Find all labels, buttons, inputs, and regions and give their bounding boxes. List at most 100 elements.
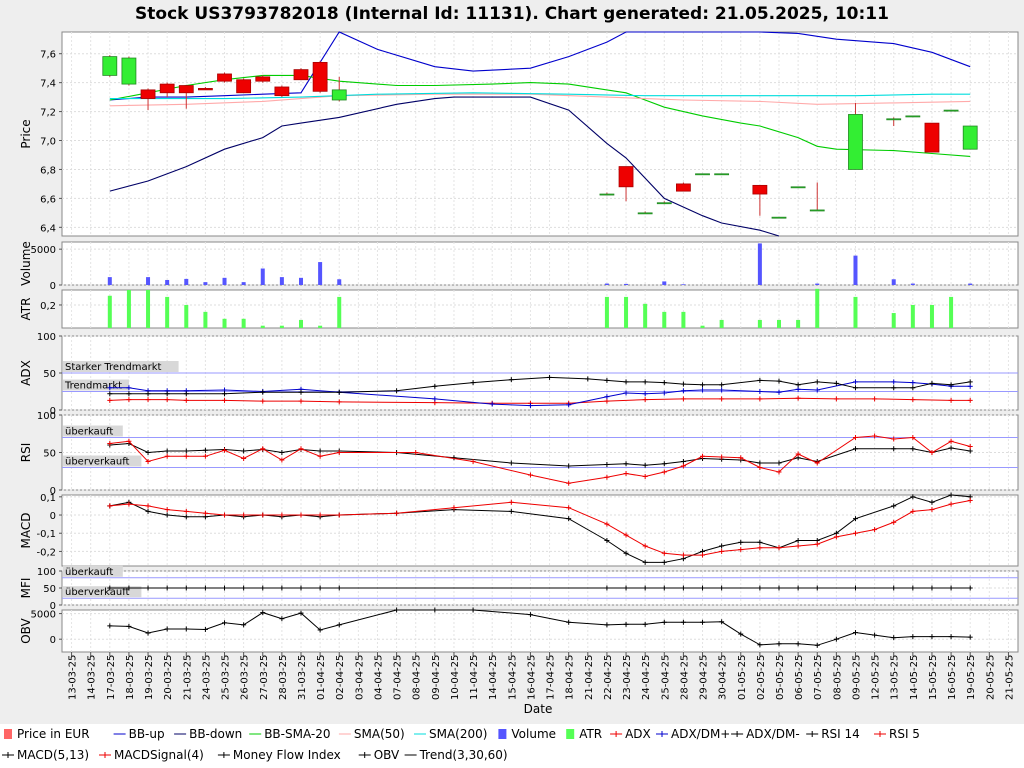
macd-tick-label: 0,1 bbox=[40, 493, 56, 504]
legend: Price in EUR BB-up BB-down BB-SMA-20 SMA(50)… bbox=[0, 724, 1024, 768]
macd-y-axis-label: MACD bbox=[19, 513, 33, 549]
adx-line bbox=[109, 397, 971, 404]
x-tick-label: 18-04-25 bbox=[565, 655, 576, 700]
x-tick-label: 18-03-25 bbox=[125, 655, 136, 700]
x-tick-label: 17-04-25 bbox=[546, 655, 557, 700]
legend-label: Trend(3,30,60) bbox=[419, 748, 508, 762]
price-tick-label: 6,6 bbox=[40, 194, 56, 205]
x-tick-label: 07-05-25 bbox=[813, 655, 824, 700]
candle-body bbox=[121, 57, 137, 85]
candle-body bbox=[236, 79, 252, 94]
x-tick-label: 19-03-25 bbox=[144, 655, 155, 700]
sma-200--line bbox=[109, 92, 971, 100]
volume-bar bbox=[662, 281, 667, 285]
mfi-reference-label: überkauft bbox=[65, 567, 113, 578]
volume-bar bbox=[165, 279, 170, 285]
atr-bar bbox=[796, 319, 801, 328]
legend-label: ATR bbox=[579, 727, 602, 741]
x-tick-label: 23-04-25 bbox=[622, 655, 633, 700]
legend-item: ADX/DM+ bbox=[656, 727, 730, 741]
x-tick-label: 09-05-25 bbox=[851, 655, 862, 700]
volume-bar bbox=[203, 282, 208, 285]
price-y-axis-label: Price bbox=[19, 119, 33, 148]
x-tick-label: 05-05-25 bbox=[775, 655, 786, 700]
rsi-tick-label: 0 bbox=[50, 486, 56, 497]
candle-body bbox=[293, 69, 309, 81]
candle-body bbox=[886, 118, 902, 121]
bb-down-line bbox=[109, 96, 780, 237]
x-axis-label: Date bbox=[524, 702, 553, 716]
adx-reference-label: Trendmarkt bbox=[64, 381, 122, 392]
adx-panel: 0 50 100 ADX Starker Trendmarkt Trendmarkt bbox=[19, 332, 1019, 417]
legend-label: RSI 5 bbox=[889, 727, 920, 741]
price-tick-label: 7,2 bbox=[40, 108, 56, 119]
atr-bar bbox=[299, 319, 303, 328]
x-tick-label: 02-04-25 bbox=[335, 655, 346, 700]
legend-item: ATR bbox=[566, 727, 602, 741]
atr-bar bbox=[700, 325, 705, 328]
adx-reference-label: Starker Trendmarkt bbox=[65, 362, 162, 373]
x-tick-label: 28-04-25 bbox=[679, 655, 690, 700]
x-tick-label: 21-03-25 bbox=[182, 655, 193, 700]
mfi-reference-label: überverkauft bbox=[65, 587, 130, 598]
macd-panel: -0,2 -0,1 0 0,1 MACD bbox=[19, 492, 1019, 567]
x-tick-label: 14-04-25 bbox=[488, 655, 499, 700]
legend-item: BB-up bbox=[113, 727, 165, 741]
rsi-5-line bbox=[109, 435, 971, 484]
atr-bar bbox=[241, 318, 246, 328]
candle-body bbox=[274, 86, 290, 97]
candle-body bbox=[255, 76, 271, 82]
volume-bar bbox=[891, 279, 896, 285]
x-tick-label: 20-05-25 bbox=[985, 655, 996, 700]
rsi-reference-label: überkauft bbox=[65, 427, 113, 438]
legend-label: ADX/DM+ bbox=[671, 727, 730, 741]
price-tick-label: 7,6 bbox=[40, 50, 56, 61]
volume-bar bbox=[853, 255, 858, 285]
mfi-tick-label: 0 bbox=[50, 601, 56, 612]
volume-bar bbox=[279, 277, 284, 285]
legend-label: BB-down bbox=[189, 727, 242, 741]
legend-label: RSI 14 bbox=[821, 727, 860, 741]
x-tick-label: 01-04-25 bbox=[316, 655, 327, 700]
legend-background bbox=[0, 724, 1024, 768]
x-tick-label: 01-05-25 bbox=[737, 655, 748, 700]
candle-body bbox=[848, 114, 863, 170]
adx-dm--line bbox=[109, 381, 971, 407]
atr-bar bbox=[337, 296, 342, 328]
volume-bar bbox=[146, 277, 151, 285]
x-tick-label: 28-03-25 bbox=[278, 655, 289, 700]
candle-body bbox=[599, 193, 615, 196]
volume-tick-label: 5000 bbox=[31, 245, 56, 256]
candle-body bbox=[312, 61, 328, 92]
candle-body bbox=[656, 202, 672, 205]
x-tick-label: 09-04-25 bbox=[431, 655, 442, 700]
candle-body bbox=[752, 184, 768, 195]
adx-tick-label: 0 bbox=[50, 406, 56, 417]
atr-bar bbox=[107, 295, 112, 328]
legend-item: Money Flow Index bbox=[217, 748, 341, 762]
x-tick-label: 17-03-25 bbox=[106, 655, 117, 700]
x-tick-label: 10-04-25 bbox=[450, 655, 461, 700]
atr-bar bbox=[222, 318, 227, 328]
rsi-reference-label-bg bbox=[63, 455, 142, 467]
x-tick-label: 30-04-25 bbox=[718, 655, 729, 700]
volume-bar bbox=[815, 283, 820, 285]
price-panel: 6,4 6,6 6,8 7,0 7,2 7,4 7,6 Price bbox=[19, 31, 1019, 237]
macd-plot-area bbox=[61, 494, 1019, 567]
atr-tick-label: 0,2 bbox=[40, 301, 56, 312]
x-tick-label: 13-05-25 bbox=[890, 655, 901, 700]
macd-tick-label: 0 bbox=[50, 511, 56, 522]
volume-bar bbox=[107, 277, 112, 285]
volume-bar bbox=[241, 282, 246, 285]
x-tick-label: 29-04-25 bbox=[699, 655, 710, 700]
legend-label: ADX/DM- bbox=[746, 727, 800, 741]
atr-bar bbox=[146, 290, 151, 328]
legend-label: SMA(50) bbox=[354, 727, 405, 741]
candle-body bbox=[178, 85, 194, 94]
atr-plot-area bbox=[61, 289, 1019, 329]
atr-bar bbox=[929, 304, 934, 328]
atr-panel: 0,2 ATR bbox=[19, 288, 1019, 329]
obv-y-axis-label: OBV bbox=[19, 617, 33, 643]
